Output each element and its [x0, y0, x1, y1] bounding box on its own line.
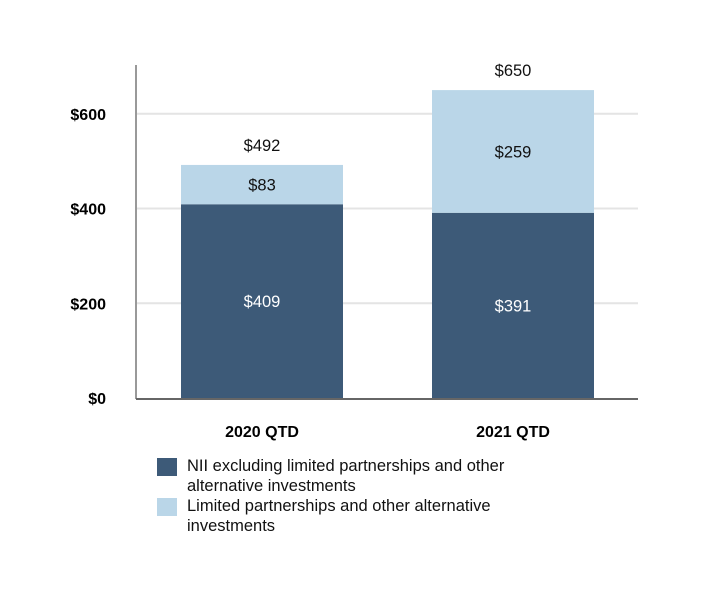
y-tick-label: $600: [70, 107, 106, 124]
data-label: $391: [495, 297, 532, 315]
bar-segment: [432, 90, 594, 213]
y-tick-label: $200: [70, 296, 106, 313]
bar-segment: [432, 212, 594, 398]
legend-item-limited-partnerships: Limited partnerships and other alternati…: [157, 496, 577, 536]
data-label: $259: [495, 143, 532, 161]
data-label: $409: [244, 293, 281, 311]
y-tick-label: $0: [88, 391, 106, 408]
legend-swatch-dark: [157, 458, 177, 476]
bar-segment: [181, 164, 343, 205]
data-label: $83: [248, 177, 276, 195]
bar-segment: [181, 204, 343, 398]
x-tick-label: 2021 QTD: [476, 424, 550, 441]
legend-item-nii: NII excluding limited partnerships and o…: [157, 456, 577, 496]
total-label: $650: [495, 62, 532, 80]
y-tick-label: $400: [70, 202, 106, 219]
legend-label: Limited partnerships and other alternati…: [187, 497, 491, 535]
stacked-bar-chart: $0 $200 $400 $600 $409 $83 $492 2020 QTD $391 $25…: [70, 62, 638, 441]
legend: NII excluding limited partnerships and o…: [157, 456, 577, 536]
total-label: $492: [244, 137, 281, 155]
legend-swatch-light: [157, 498, 177, 516]
legend-label: NII excluding limited partnerships and o…: [187, 457, 505, 495]
x-tick-label: 2020 QTD: [225, 424, 299, 441]
